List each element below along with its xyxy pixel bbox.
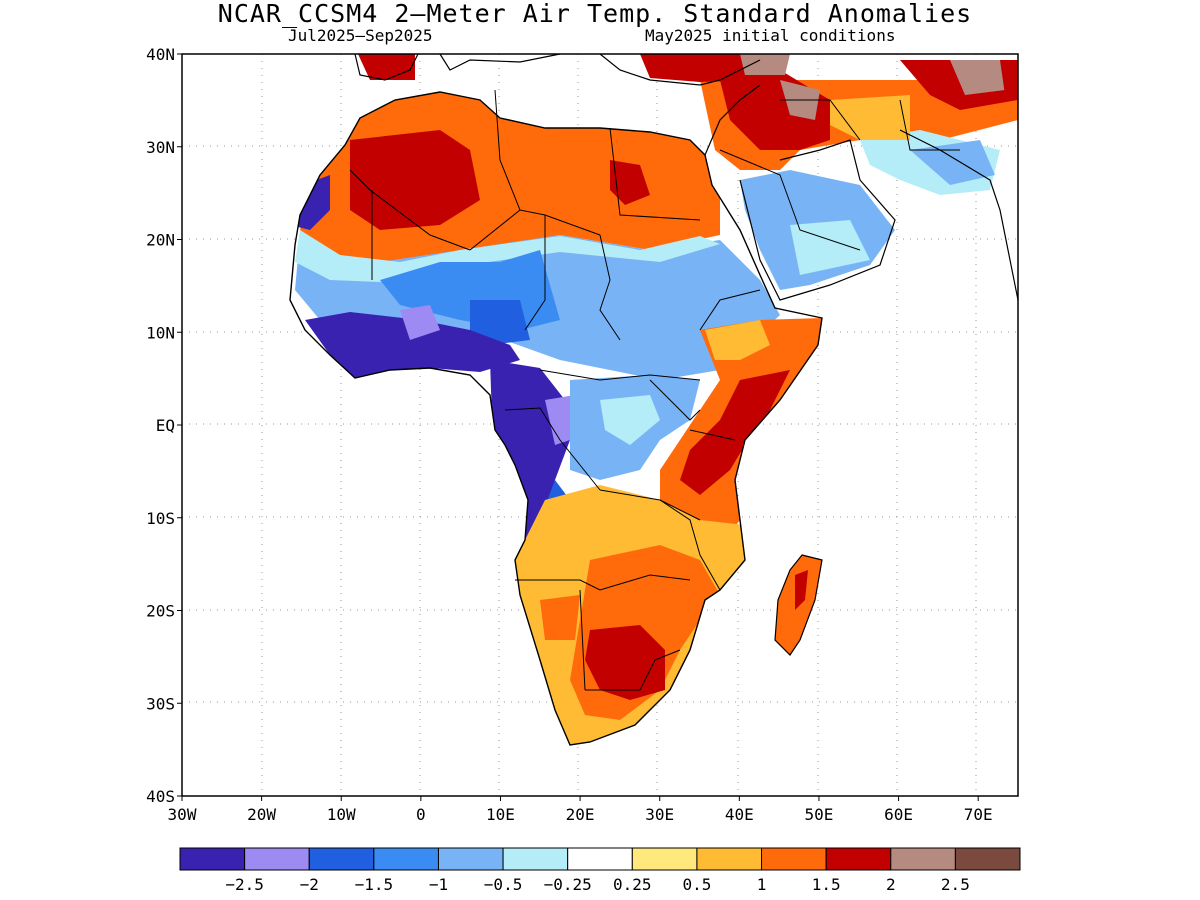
colorbar-label: −0.5 xyxy=(484,875,523,894)
europe-coastline xyxy=(354,53,1019,301)
africa-coastline xyxy=(289,91,823,746)
colorbar xyxy=(179,847,1021,871)
colorbar-swatch xyxy=(437,847,504,871)
east-africa-hot xyxy=(680,370,790,495)
colorbar-label: 2.5 xyxy=(941,875,970,894)
y-tick-label: 40N xyxy=(146,45,175,64)
y-tick-label: EQ xyxy=(156,416,175,435)
sahara-west-hot xyxy=(350,130,480,230)
chart-title: NCAR_CCSM4 2—Meter Air Temp. Standard An… xyxy=(217,0,973,28)
init-subtitle: May2025 initial conditions xyxy=(645,26,896,45)
colorbar-swatch xyxy=(890,847,956,871)
x-tick-label: 20E xyxy=(566,805,595,824)
gulf-of-guinea-cold xyxy=(305,312,520,378)
y-tick-label: 10N xyxy=(146,323,175,342)
x-tick-label: 50E xyxy=(804,805,833,824)
colorbar-label: 0.5 xyxy=(682,875,711,894)
x-tick-label: 10W xyxy=(327,805,356,824)
colorbar-swatch xyxy=(631,847,698,871)
colorbar-label: 2 xyxy=(886,875,896,894)
y-axis-labels: 40N 30N 20N 10N EQ 10S 20S 30S 40S xyxy=(146,45,175,806)
colorbar-swatch xyxy=(502,847,569,871)
colorbar-label: −2.5 xyxy=(225,875,264,894)
y-tick-label: 30S xyxy=(146,694,175,713)
y-tick-label: 20N xyxy=(146,231,175,250)
x-tick-label: 0 xyxy=(416,805,426,824)
period-subtitle: Jul2025—Sep2025 xyxy=(288,26,433,45)
x-tick-label: 30E xyxy=(645,805,674,824)
colorbar-labels: −2.5 −2 −1.5 −1 −0.5 −0.25 0.25 0.5 1 1.5 2 2.5 xyxy=(225,875,969,894)
x-axis-labels: 30W 20W 10W 0 10E 20E 30E 40E 50E 60E 70E xyxy=(168,805,993,824)
x-tick-label: 10E xyxy=(486,805,515,824)
colorbar-swatch xyxy=(696,847,763,871)
colorbar-label: −0.25 xyxy=(544,875,592,894)
colorbar-swatch xyxy=(825,847,892,871)
y-tick-label: 20S xyxy=(146,602,175,621)
x-tick-label: 40E xyxy=(725,805,754,824)
colorbar-swatch xyxy=(244,847,310,871)
y-tick-label: 10S xyxy=(146,509,175,528)
colorbar-label: 0.25 xyxy=(613,875,652,894)
y-tick-label: 40S xyxy=(146,787,175,806)
south-africa-hot xyxy=(585,625,665,700)
libya-hot-spot xyxy=(610,160,650,205)
x-tick-label: 20W xyxy=(247,805,276,824)
x-tick-label: 30W xyxy=(168,805,197,824)
x-tick-label: 60E xyxy=(884,805,913,824)
colorbar-label: −1.5 xyxy=(355,875,394,894)
colorbar-label: −1 xyxy=(429,875,448,894)
colorbar-label: 1.5 xyxy=(812,875,841,894)
colorbar-swatch xyxy=(567,847,633,871)
colorbar-swatch xyxy=(954,847,1021,871)
colorbar-swatch xyxy=(308,847,375,871)
x-tick-label: 70E xyxy=(964,805,993,824)
colorbar-label: 1 xyxy=(757,875,767,894)
colorbar-label: −2 xyxy=(300,875,319,894)
colorbar-swatch xyxy=(179,847,246,871)
colorbar-swatch xyxy=(761,847,827,871)
axis-ticks xyxy=(177,53,979,801)
country-borders xyxy=(349,89,960,691)
y-tick-label: 30N xyxy=(146,138,175,157)
colorbar-swatch xyxy=(373,847,439,871)
